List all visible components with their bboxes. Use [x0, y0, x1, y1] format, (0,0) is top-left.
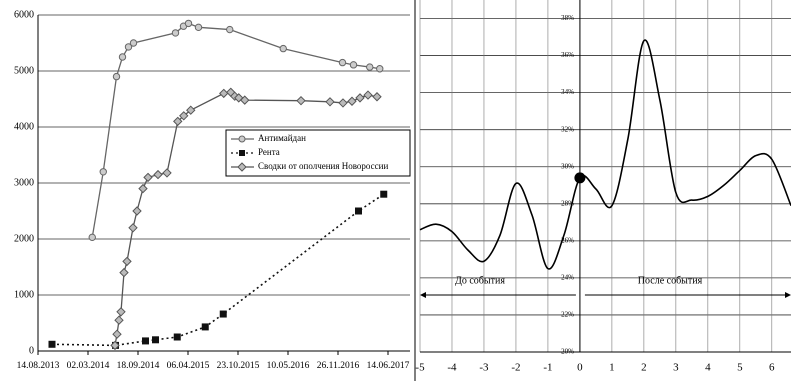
x-tick-label: 23.10.2015 [217, 361, 260, 371]
point [380, 190, 388, 198]
x-tick-label: 10.05.2016 [267, 361, 310, 371]
point [355, 93, 365, 103]
x-tick-label: -5 [415, 362, 425, 374]
point [171, 29, 180, 37]
point [132, 206, 142, 216]
point [372, 92, 382, 102]
point [338, 98, 348, 108]
point [153, 169, 163, 180]
point [112, 329, 122, 339]
x-tick-label: -3 [479, 362, 489, 374]
arrow-head [785, 292, 791, 298]
arrow-head [420, 292, 426, 298]
point [325, 97, 335, 107]
y-tick-label: 3000 [14, 177, 34, 188]
point [142, 337, 149, 345]
x-tick-label: 3 [673, 362, 679, 374]
point [363, 90, 373, 100]
legend-label: Рента [258, 147, 280, 157]
point [122, 256, 132, 267]
x-tick-label: 14.08.2013 [17, 361, 60, 371]
legend-marker [237, 162, 247, 172]
point [338, 58, 347, 67]
point [184, 19, 193, 28]
point [349, 61, 358, 69]
point [112, 72, 121, 81]
y-tick-label: 22% [561, 311, 574, 319]
y-tick-label: 38% [561, 14, 574, 22]
point [226, 25, 234, 34]
point [296, 95, 306, 106]
y-tick-label: 30% [561, 162, 574, 170]
y-tick-label: 32% [561, 125, 574, 133]
y-tick-label: 2000 [14, 233, 34, 244]
y-tick-label: 24% [561, 274, 574, 282]
point [219, 310, 227, 318]
annotation: После события [638, 275, 703, 286]
point [201, 323, 209, 331]
point [114, 315, 124, 325]
point [88, 233, 96, 242]
point [347, 96, 357, 106]
y-tick-label: 36% [561, 51, 574, 59]
x-tick-label: 06.04.2015 [167, 361, 210, 371]
y-tick-label: 0 [29, 345, 34, 356]
point [162, 168, 172, 178]
point [129, 39, 138, 47]
annotation: До события [455, 275, 505, 286]
event-point [574, 172, 586, 184]
x-tick-label: 6 [769, 362, 775, 374]
point [376, 65, 384, 73]
point [118, 53, 127, 61]
x-tick-label: 1 [609, 362, 615, 374]
point [366, 63, 374, 71]
point [110, 340, 120, 351]
y-tick-label: 5000 [14, 65, 34, 76]
point [179, 111, 189, 121]
x-tick-label: 14.06.2017 [367, 361, 410, 371]
legend-label: Сводки от ополчения Новороссии [258, 161, 388, 171]
point [48, 340, 56, 348]
x-tick-label: 5 [737, 362, 743, 374]
x-tick-label: 02.03.2014 [67, 361, 110, 371]
y-tick-label: 6000 [14, 9, 34, 20]
point [124, 43, 133, 51]
x-tick-label: 4 [705, 362, 711, 374]
legend-label: Антимайдан [258, 133, 306, 143]
y-tick-label: 28% [561, 199, 574, 207]
y-tick-label: 34% [561, 88, 574, 96]
x-tick-label: 0 [577, 362, 583, 374]
point [116, 307, 126, 317]
x-tick-label: -1 [543, 362, 552, 374]
y-tick-label: 1000 [14, 289, 34, 300]
point [99, 168, 107, 176]
legend-marker [238, 135, 246, 143]
point [152, 336, 159, 344]
x-tick-label: 2 [641, 362, 647, 374]
point [128, 223, 138, 233]
point [173, 116, 183, 127]
point [143, 172, 153, 183]
x-tick-label: -4 [447, 362, 457, 374]
x-tick-label: 26.11.2016 [317, 361, 360, 371]
legend-box [225, 129, 411, 177]
x-tick-label: 18.09.2014 [117, 361, 160, 371]
point [138, 183, 148, 194]
series-line [419, 39, 791, 270]
point [173, 333, 181, 341]
point [186, 105, 196, 115]
point [279, 44, 287, 53]
legend-marker [239, 150, 245, 156]
y-tick-label: 26% [561, 236, 574, 244]
y-tick-label: 4000 [14, 121, 34, 132]
point [119, 267, 129, 278]
point [355, 207, 362, 215]
point [240, 95, 250, 105]
x-tick-label: -2 [511, 362, 520, 374]
point [194, 23, 203, 32]
